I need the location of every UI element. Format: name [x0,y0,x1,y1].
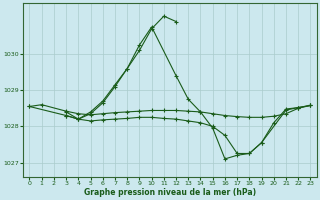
X-axis label: Graphe pression niveau de la mer (hPa): Graphe pression niveau de la mer (hPa) [84,188,256,197]
